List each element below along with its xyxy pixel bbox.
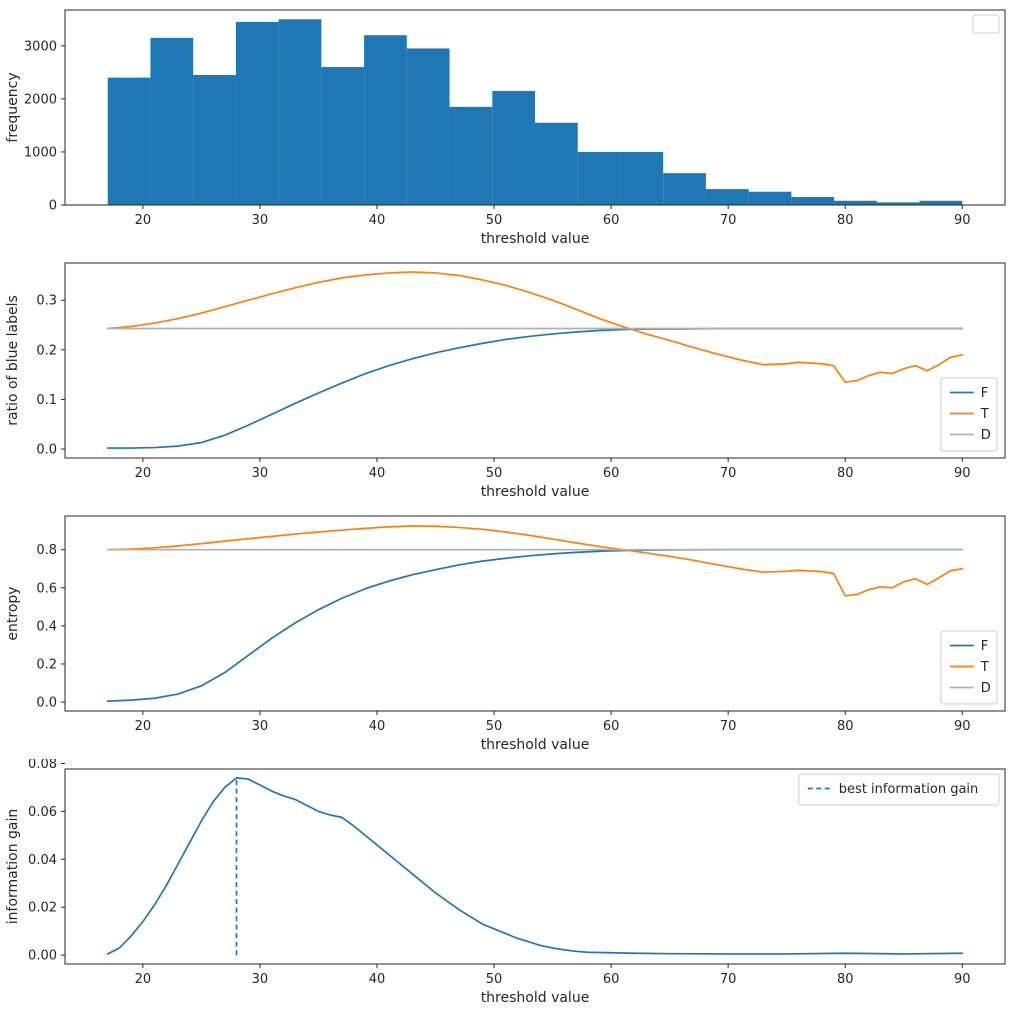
- svg-text:20: 20: [135, 213, 152, 228]
- svg-text:F: F: [981, 639, 988, 654]
- svg-text:3000: 3000: [24, 39, 57, 54]
- svg-text:F: F: [981, 386, 988, 401]
- svg-text:50: 50: [486, 466, 503, 481]
- svg-text:90: 90: [954, 719, 971, 734]
- svg-text:30: 30: [252, 719, 269, 734]
- svg-text:0: 0: [49, 199, 57, 214]
- svg-text:0.3: 0.3: [36, 294, 57, 309]
- svg-text:0.00: 0.00: [28, 949, 57, 964]
- svg-text:0.0: 0.0: [36, 696, 57, 711]
- svg-text:60: 60: [603, 213, 620, 228]
- svg-text:T: T: [980, 660, 989, 675]
- information-gain-chart: 20 30 40 50 60 70 80 90 0.00 0.02 0.04 0.06 0.08 thre…: [5, 759, 1006, 1006]
- svg-text:90: 90: [954, 972, 971, 987]
- svg-text:0.04: 0.04: [28, 853, 57, 868]
- svg-text:threshold value: threshold value: [481, 990, 590, 1006]
- svg-text:entropy: entropy: [5, 586, 21, 640]
- svg-text:0.0: 0.0: [36, 443, 57, 458]
- svg-text:40: 40: [369, 466, 386, 481]
- svg-text:70: 70: [720, 466, 737, 481]
- svg-text:D: D: [981, 428, 991, 443]
- svg-text:0.6: 0.6: [36, 581, 57, 596]
- svg-text:70: 70: [720, 719, 737, 734]
- svg-text:80: 80: [837, 213, 854, 228]
- svg-text:60: 60: [603, 466, 620, 481]
- svg-text:frequency: frequency: [5, 72, 21, 142]
- svg-text:threshold value: threshold value: [481, 737, 590, 753]
- svg-text:T: T: [980, 407, 989, 422]
- subplot-ratio-of-blue-labels: 20 30 40 50 60 70 80 90 0.0 0.1 0.2 0.3 threshold va…: [0, 253, 1012, 506]
- svg-text:D: D: [981, 681, 991, 696]
- svg-text:70: 70: [720, 213, 737, 228]
- svg-text:80: 80: [837, 972, 854, 987]
- svg-text:ratio of blue labels: ratio of blue labels: [5, 295, 21, 426]
- svg-text:20: 20: [135, 972, 152, 987]
- svg-text:90: 90: [954, 466, 971, 481]
- svg-text:0.08: 0.08: [28, 759, 57, 772]
- svg-text:threshold value: threshold value: [481, 484, 590, 500]
- svg-text:best information gain: best information gain: [839, 782, 978, 797]
- svg-text:2000: 2000: [24, 92, 57, 107]
- svg-text:30: 30: [252, 213, 269, 228]
- svg-text:60: 60: [603, 719, 620, 734]
- svg-text:information gain: information gain: [5, 809, 21, 924]
- svg-text:1000: 1000: [24, 145, 57, 160]
- svg-text:80: 80: [837, 466, 854, 481]
- svg-text:30: 30: [252, 466, 269, 481]
- svg-text:0.8: 0.8: [36, 543, 57, 558]
- subplot-entropy: 20 30 40 50 60 70 80 90 0.0 0.2 0.4 0.6 0.8 threshold…: [0, 506, 1012, 759]
- svg-text:50: 50: [486, 972, 503, 987]
- svg-text:40: 40: [369, 213, 386, 228]
- svg-text:60: 60: [603, 972, 620, 987]
- svg-text:50: 50: [486, 719, 503, 734]
- svg-text:0.1: 0.1: [36, 393, 57, 408]
- svg-text:0.06: 0.06: [28, 805, 57, 820]
- svg-text:threshold value: threshold value: [481, 231, 590, 247]
- svg-text:80: 80: [837, 719, 854, 734]
- svg-text:0.2: 0.2: [36, 657, 57, 672]
- svg-text:40: 40: [369, 972, 386, 987]
- svg-text:30: 30: [252, 972, 269, 987]
- subplot-frequency-histogram: 20 30 40 50 60 70 80 90 0 1000 2000 3000 threshold v…: [0, 0, 1012, 253]
- svg-text:40: 40: [369, 719, 386, 734]
- svg-text:0.2: 0.2: [36, 343, 57, 358]
- svg-text:90: 90: [954, 213, 971, 228]
- svg-text:70: 70: [720, 972, 737, 987]
- svg-text:0.02: 0.02: [28, 901, 57, 916]
- svg-text:20: 20: [135, 466, 152, 481]
- svg-text:20: 20: [135, 719, 152, 734]
- entropy-chart: 20 30 40 50 60 70 80 90 0.0 0.2 0.4 0.6 0.8 threshold…: [5, 515, 1006, 753]
- svg-text:0.4: 0.4: [36, 619, 57, 634]
- ratio-of-blue-labels-chart: 20 30 40 50 60 70 80 90 0.0 0.1 0.2 0.3 threshold va…: [5, 262, 1006, 500]
- svg-text:50: 50: [486, 213, 503, 228]
- subplot-information-gain: 20 30 40 50 60 70 80 90 0.00 0.02 0.04 0.06 0.08 thre…: [0, 759, 1012, 1012]
- frequency-histogram-chart: 20 30 40 50 60 70 80 90 0 1000 2000 3000 threshold v…: [5, 9, 1006, 247]
